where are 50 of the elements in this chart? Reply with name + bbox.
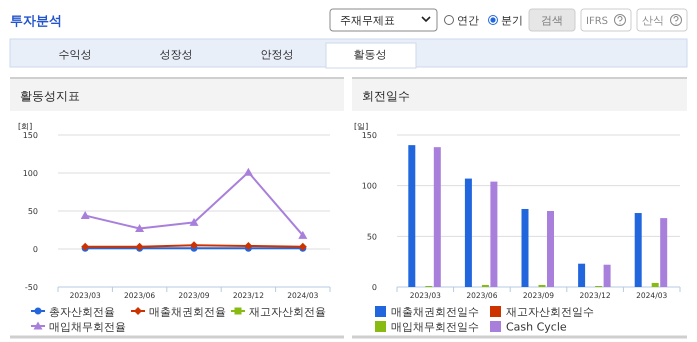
chart-title: 활동성지표 bbox=[20, 89, 80, 103]
point bbox=[190, 218, 198, 226]
y-tick-label: 150 bbox=[22, 131, 38, 140]
y-axis-title: [회] bbox=[18, 122, 32, 131]
y-tick-label: -50 bbox=[24, 283, 38, 292]
point bbox=[298, 230, 308, 239]
legend-label: Cash Cycle bbox=[506, 320, 567, 334]
bar bbox=[660, 218, 668, 287]
y-tick-label: 100 bbox=[22, 169, 38, 178]
legend-label: 매입채무회전율 bbox=[49, 320, 126, 334]
point bbox=[244, 242, 252, 250]
text: 검색 bbox=[541, 14, 563, 27]
y-tick-label: 0 bbox=[372, 283, 377, 292]
text: 연간 bbox=[457, 14, 479, 27]
point bbox=[135, 224, 144, 232]
bar bbox=[490, 182, 498, 287]
bar bbox=[522, 208, 528, 287]
bar bbox=[652, 282, 659, 287]
legend-label: 매출채권회전일수 bbox=[391, 306, 479, 318]
bar bbox=[634, 213, 642, 287]
dropdown-field: 주재무제표 bbox=[330, 8, 438, 32]
text: 투자분석 bbox=[10, 14, 62, 29]
bar bbox=[434, 147, 441, 287]
legend-label: 매출채권회전율 bbox=[149, 306, 226, 318]
text: 활동성 bbox=[354, 48, 386, 61]
bar bbox=[604, 264, 611, 287]
y-tick-label: 50 bbox=[28, 207, 38, 216]
bar bbox=[408, 145, 416, 287]
bar bbox=[464, 178, 472, 287]
text: 안정성 bbox=[260, 48, 294, 61]
bar bbox=[578, 264, 586, 287]
point bbox=[80, 211, 90, 220]
y-tick-label: 150 bbox=[362, 131, 377, 140]
y-tick-label: 100 bbox=[362, 182, 377, 191]
text: IFRS bbox=[586, 16, 608, 27]
legend-label: 재고자산회전율 bbox=[249, 306, 326, 318]
point bbox=[190, 241, 198, 250]
chart-title: 회전일수 bbox=[362, 89, 410, 103]
y-axis-title: [일] bbox=[354, 122, 368, 131]
text: 수익성 bbox=[58, 48, 92, 61]
y-tick-label: 0 bbox=[32, 245, 38, 254]
bar bbox=[547, 211, 554, 287]
point bbox=[244, 168, 253, 176]
text: 성장성 bbox=[160, 48, 192, 61]
y-tick-label: 50 bbox=[366, 232, 377, 242]
legend-label: 총자산회전율 bbox=[49, 306, 115, 318]
legend-label: 재고자산회전일수 bbox=[506, 306, 594, 318]
text: 분기 bbox=[501, 14, 523, 27]
text: 산식 bbox=[642, 14, 664, 27]
legend-label: 매입채무회전일수 bbox=[391, 320, 479, 334]
